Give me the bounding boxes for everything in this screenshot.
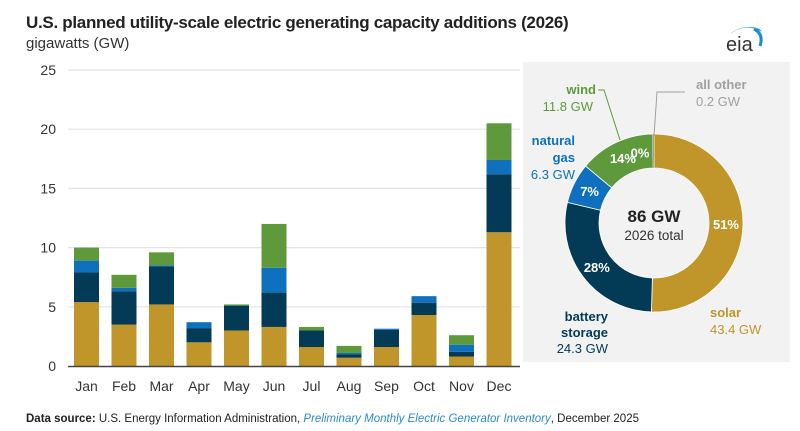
bar-battery-storage-jun	[261, 292, 287, 327]
bar-natural-gas-mar	[149, 265, 174, 267]
legend-natural-gas-name-2: gas	[553, 150, 575, 165]
y-tick-label: 25	[40, 62, 56, 78]
bar-solar-jul	[299, 347, 324, 366]
donut-center-value: 86 GW	[628, 207, 682, 226]
bar-natural-gas-oct	[411, 296, 437, 303]
donut-pct-wind: 14%	[610, 151, 636, 166]
bar-natural-gas-jun	[261, 267, 287, 293]
bar-solar-jun	[261, 326, 287, 366]
bar-natural-gas-aug	[336, 352, 362, 355]
y-tick-label: 5	[48, 299, 56, 315]
bar-solar-aug	[336, 357, 362, 366]
donut-center-label: 2026 total	[624, 228, 683, 243]
bar-wind-dec	[486, 123, 512, 160]
x-tick-label: Jun	[263, 378, 286, 394]
bar-natural-gas-apr	[186, 322, 212, 329]
eia-logo: eia	[726, 26, 763, 54]
legend-natural-gas-name-1: natural	[532, 133, 575, 148]
data-source-link[interactable]: Preliminary Monthly Electric Generator I…	[303, 413, 551, 425]
bar-natural-gas-feb	[111, 287, 137, 292]
bar-chart: 0 5 10 15 20 25 Jan Feb Mar Apr May Jun Jul Aug Sep Oct…	[40, 62, 520, 394]
chart-subtitle: gigawatts (GW)	[26, 35, 130, 52]
bar-solar-jan	[74, 302, 99, 366]
x-tick-label: Sep	[374, 378, 399, 394]
bar-battery-storage-may	[224, 305, 249, 331]
donut-pct-all-other: 0%	[631, 145, 650, 160]
bar-natural-gas-jan	[74, 260, 99, 273]
legend-wind-value: 11.8 GW	[543, 99, 594, 114]
y-tick-label: 0	[48, 358, 56, 374]
bar-solar-oct	[411, 315, 437, 366]
bar-battery-storage-feb	[111, 291, 137, 325]
chart-title: U.S. planned utility-scale electric gene…	[26, 13, 569, 32]
y-tick-label: 20	[40, 121, 56, 137]
bar-battery-storage-dec	[486, 174, 512, 233]
x-tick-label: Nov	[449, 378, 474, 394]
x-tick-label: Apr	[188, 378, 210, 394]
x-tick-label: Mar	[149, 378, 173, 394]
legend-battery-name-1: battery	[565, 309, 609, 324]
bar-wind-nov	[449, 335, 474, 345]
bar-wind-may	[224, 304, 249, 306]
x-tick-label: Dec	[487, 378, 512, 394]
bar-battery-storage-mar	[149, 266, 174, 305]
bar-natural-gas-nov	[449, 344, 474, 352]
legend-natural-gas-value: 6.3 GW	[531, 167, 576, 182]
bar-solar-sep	[374, 347, 399, 366]
bar-solar-dec	[486, 232, 512, 366]
bar-battery-storage-apr	[186, 328, 212, 343]
bar-wind-jul	[299, 326, 324, 331]
y-tick-label: 10	[40, 240, 56, 256]
legend-battery-name-2: storage	[561, 325, 608, 340]
donut-slice-solar	[650, 133, 744, 313]
data-source: Data source: U.S. Energy Information Adm…	[26, 413, 639, 425]
x-tick-label: Jan	[75, 378, 98, 394]
x-tick-label: May	[223, 378, 249, 394]
x-tick-label: Feb	[112, 378, 136, 394]
data-source-label: Data source:	[26, 413, 96, 425]
donut-chart: 86 GW 2026 total 51% 28% 7% 14%0% wind 11.8…	[523, 62, 790, 362]
bar-solar-may	[224, 330, 249, 366]
bar-solar-feb	[111, 324, 137, 366]
data-source-date: , December 2025	[550, 413, 639, 425]
legend-all-other-name: all other	[696, 77, 747, 92]
bar-battery-storage-nov	[449, 351, 474, 357]
donut-slice-all-other	[652, 134, 654, 169]
data-source-text: U.S. Energy Information Administration,	[98, 413, 301, 425]
legend-battery-value: 24.3 GW	[557, 341, 609, 356]
legend-solar-value: 43.4 GW	[710, 322, 762, 337]
donut-pct-natural-gas: 7%	[580, 184, 599, 199]
bar-wind-jan	[74, 247, 99, 261]
bar-natural-gas-dec	[486, 159, 512, 175]
bar-wind-aug	[336, 345, 362, 353]
bar-battery-storage-sep	[374, 329, 399, 348]
bar-solar-apr	[186, 342, 212, 366]
bar-solar-mar	[149, 304, 174, 366]
bar-natural-gas-sep	[374, 328, 399, 330]
legend-all-other-value: 0.2 GW	[696, 94, 741, 109]
x-tick-label: Aug	[337, 378, 362, 394]
donut-slice-battery-storage	[564, 201, 653, 313]
wind-leader-line	[598, 89, 621, 141]
donut-pct-battery-storage: 28%	[584, 260, 610, 275]
bar-battery-storage-jul	[299, 330, 324, 348]
bar-solar-nov	[449, 356, 474, 366]
x-tick-label: Jul	[303, 378, 321, 394]
bar-wind-feb	[111, 274, 137, 288]
bar-wind-jun	[261, 223, 287, 268]
legend-wind-name: wind	[565, 82, 596, 97]
bar-battery-storage-oct	[411, 302, 437, 316]
bar-battery-storage-aug	[336, 354, 362, 358]
all-other-leader-line	[653, 91, 685, 137]
donut-pct-solar: 51%	[713, 217, 739, 232]
svg-text:eia: eia	[726, 34, 754, 54]
bar-wind-mar	[149, 252, 174, 266]
y-tick-label: 15	[40, 180, 56, 196]
x-tick-label: Oct	[413, 378, 435, 394]
bar-battery-storage-jan	[74, 272, 99, 303]
legend-solar-name: solar	[710, 305, 741, 320]
